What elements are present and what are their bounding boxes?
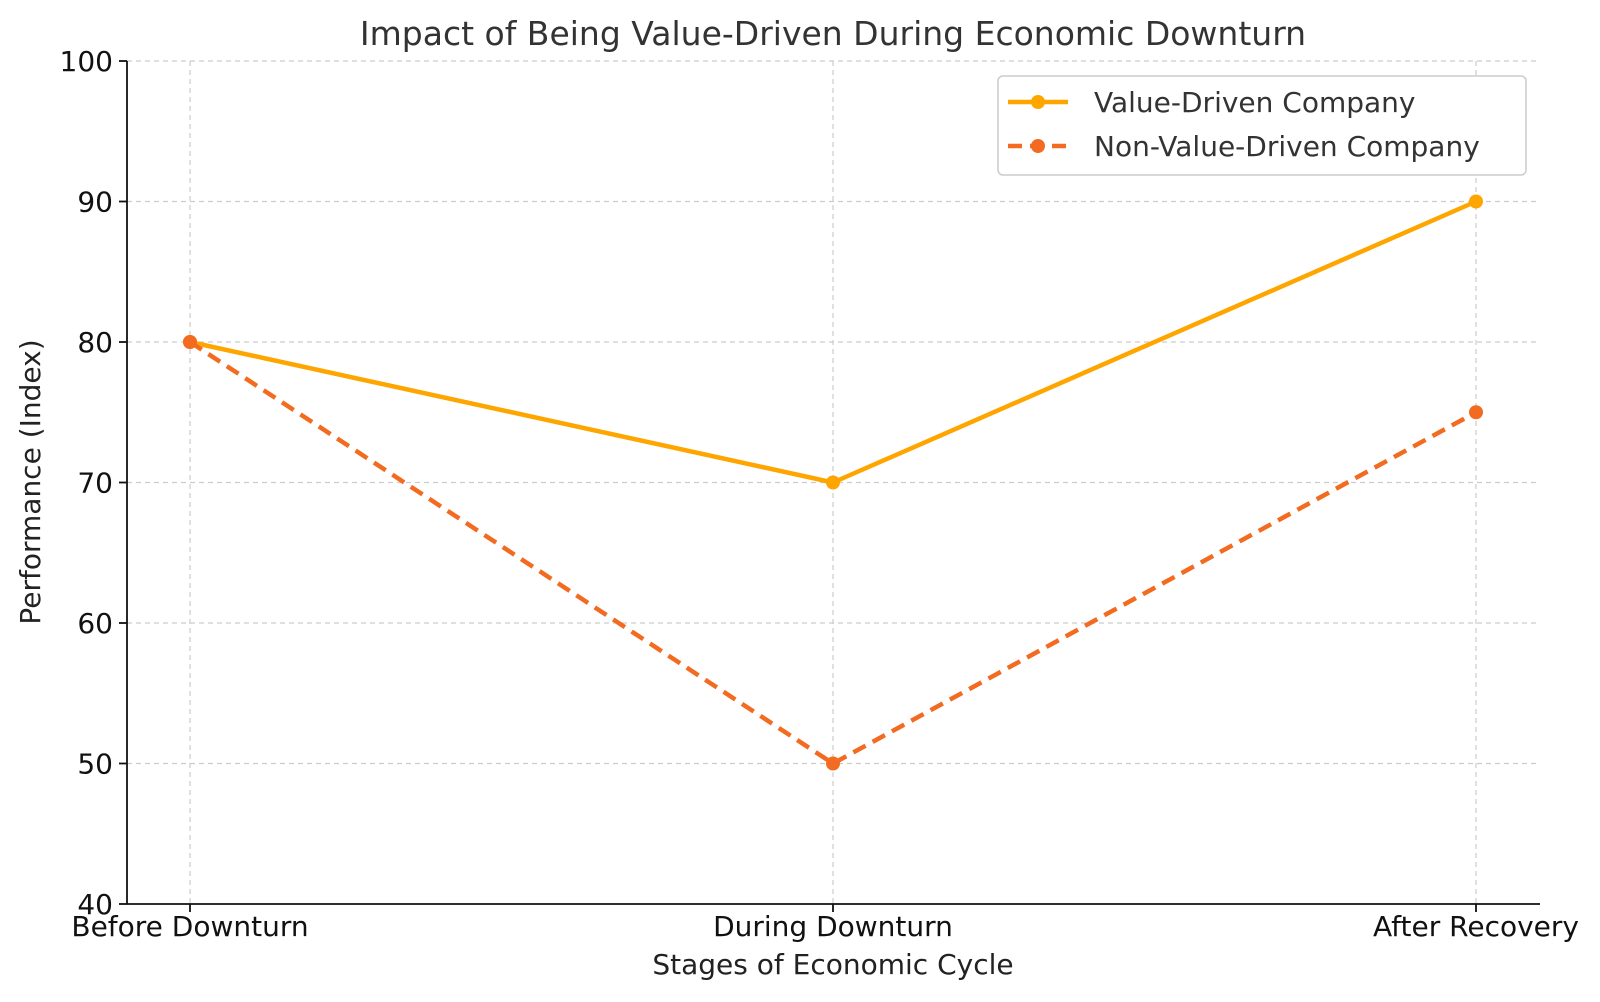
y-tick-label: 40: [77, 888, 113, 921]
axes-layer: 40 50 60 70 80 90 100 Before Downturn During Dow…: [60, 45, 1579, 943]
y-tick-label: 100: [60, 45, 113, 78]
y-tick-label: 80: [77, 326, 113, 359]
legend-label-value-driven: Value-Driven Company: [1094, 86, 1416, 119]
series-line-non-value-driven-company: [188, 340, 1478, 766]
data-point-value-driven-company: [826, 475, 840, 490]
labels-layer: Impact of Being Value-Driven During Econ…: [14, 14, 1306, 981]
legend-label-non-value-driven: Non-Value-Driven Company: [1094, 130, 1480, 163]
x-tick-label: During Downturn: [713, 910, 953, 943]
x-axis-label: Stages of Economic Cycle: [652, 948, 1013, 981]
x-tick-label: After Recovery: [1373, 910, 1579, 943]
y-tick-label: 50: [77, 748, 113, 781]
data-point-non-value-driven-company: [826, 756, 840, 771]
legend: Value-Driven Company Non-Value-Driven Co…: [997, 75, 1527, 176]
legend-marker-value-driven: [1031, 95, 1045, 109]
y-tick-label: 60: [77, 607, 113, 640]
series-layer: [183, 194, 1483, 771]
legend-box: [997, 75, 1527, 176]
data-point-non-value-driven-company: [183, 335, 197, 349]
chart-title: Impact of Being Value-Driven During Econ…: [360, 14, 1306, 53]
y-tick-label: 90: [77, 186, 113, 219]
y-axis-label: Performance (Index): [14, 339, 47, 624]
legend-marker-non-value-driven: [1031, 139, 1045, 153]
y-tick-label: 70: [77, 467, 113, 500]
data-point-value-driven-company: [1469, 194, 1483, 209]
x-tick-label: Before Downturn: [71, 910, 308, 943]
data-point-non-value-driven-company: [1469, 405, 1483, 420]
